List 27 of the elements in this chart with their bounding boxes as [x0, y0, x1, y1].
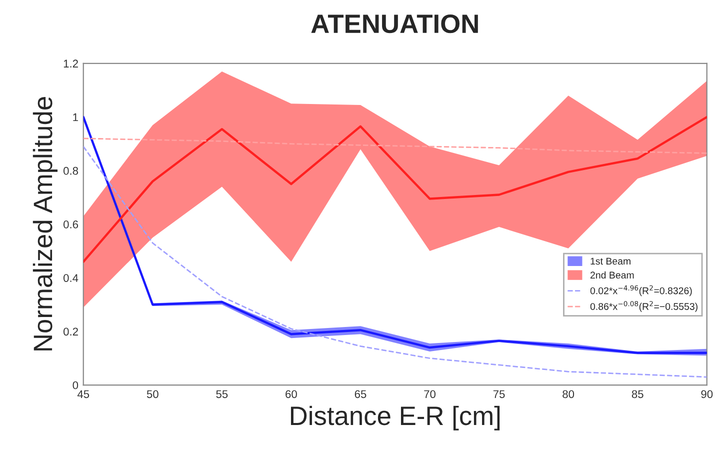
x-tick-label: 85 — [632, 390, 644, 398]
chart-title: ATENUATION — [311, 14, 478, 34]
legend-label: 0.86*x$^{−0.08}$(R$^{2}$=−0.5553) — [590, 301, 698, 312]
y-tick-label: 1 — [73, 113, 78, 122]
legend-label: 2nd Beam — [590, 271, 634, 279]
line-series — [83, 138, 707, 154]
x-tick-label: 70 — [424, 390, 436, 398]
x-tick-label: 60 — [286, 390, 297, 398]
y-tick-label: 1.2 — [64, 60, 78, 68]
y-tick-label: 0.8 — [64, 166, 78, 175]
x-tick-label: 55 — [216, 390, 228, 398]
x-tick-label: 50 — [146, 390, 158, 398]
y-axis-title: Normalized Amplitude — [32, 97, 58, 350]
y-tick-label: 0.6 — [64, 220, 78, 228]
y-tick-label: 0 — [72, 381, 78, 390]
x-tick-label: 75 — [493, 390, 505, 398]
line-series — [83, 146, 707, 378]
y-tick-label: 0.4 — [64, 274, 78, 282]
x-tick-label: 90 — [701, 390, 713, 398]
legend-label: 0.02*x$^{−4.96}$(R$^{2}$=0.8326) — [590, 285, 692, 296]
x-tick-label: 65 — [354, 390, 366, 398]
x-tick-label: 80 — [562, 390, 574, 398]
legend-label: 1st Beam — [590, 258, 630, 265]
y-tick-label: 0.2 — [64, 328, 78, 336]
x-tick-label: 45 — [77, 390, 90, 398]
x-axis-title: Distance E-R [cm] — [290, 406, 500, 430]
line-series — [83, 116, 707, 263]
